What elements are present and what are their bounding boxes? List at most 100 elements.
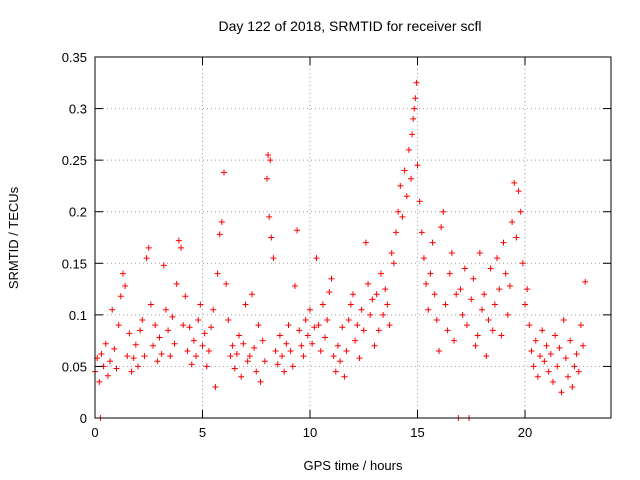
data-point: [431, 291, 438, 298]
data-point: [132, 341, 139, 348]
data-point: [279, 353, 286, 360]
data-point: [296, 327, 303, 334]
data-point: [358, 306, 365, 313]
data-point: [496, 286, 503, 293]
data-point: [580, 342, 587, 349]
data-point: [147, 301, 154, 308]
data-point: [545, 368, 552, 375]
data-point: [167, 353, 174, 360]
data-point: [225, 317, 232, 324]
data-point: [300, 353, 307, 360]
data-point: [265, 151, 272, 158]
data-point: [558, 389, 565, 396]
data-point: [365, 280, 372, 287]
data-point: [261, 358, 268, 365]
data-point: [274, 361, 281, 368]
data-point: [409, 131, 416, 138]
data-point: [96, 378, 103, 385]
data-point: [463, 322, 470, 329]
data-point: [184, 347, 191, 354]
data-point: [255, 322, 262, 329]
data-point: [115, 322, 122, 329]
data-point: [577, 322, 584, 329]
data-point: [345, 317, 352, 324]
data-point: [332, 368, 339, 375]
data-point: [294, 227, 301, 234]
data-point: [259, 337, 266, 344]
y-axis-label: SRMTID / TECUs: [6, 186, 21, 289]
data-point: [530, 363, 537, 370]
y-tick-label: 0.1: [69, 308, 87, 323]
data-point: [519, 260, 526, 267]
data-point: [556, 344, 563, 351]
data-point: [494, 255, 501, 262]
x-axis-label: GPS time / hours: [304, 458, 403, 473]
data-point: [468, 296, 475, 303]
y-tick-label: 0.15: [62, 256, 87, 271]
y-tick-label: 0: [80, 411, 87, 426]
data-point: [481, 291, 488, 298]
data-point: [291, 282, 298, 289]
data-point: [212, 384, 219, 391]
data-point: [537, 353, 544, 360]
data-point: [188, 361, 195, 368]
data-point: [444, 327, 451, 334]
data-point: [418, 229, 425, 236]
data-point: [395, 208, 402, 215]
data-point: [479, 306, 485, 313]
data-point: [244, 358, 251, 365]
data-point: [502, 270, 509, 277]
data-point: [399, 213, 406, 220]
data-point: [498, 332, 505, 339]
data-point: [242, 301, 249, 308]
data-point: [411, 105, 418, 112]
data-point: [165, 327, 172, 334]
data-point: [442, 301, 449, 308]
data-point: [287, 347, 294, 354]
data-point: [270, 255, 277, 262]
data-point: [526, 322, 533, 329]
x-tick-label: 20: [518, 425, 532, 440]
data-point: [158, 351, 165, 358]
data-point: [313, 255, 320, 262]
data-point: [122, 282, 129, 289]
data-point: [500, 239, 507, 246]
data-point: [459, 311, 466, 318]
data-points: [92, 79, 589, 421]
data-point: [324, 317, 331, 324]
data-point: [380, 311, 387, 318]
data-point: [218, 219, 225, 226]
data-point: [272, 347, 279, 354]
data-point: [356, 355, 363, 362]
data-point: [350, 291, 356, 298]
data-point: [186, 324, 193, 331]
data-point: [534, 373, 541, 380]
x-tick-label: 10: [303, 425, 317, 440]
data-point: [384, 301, 391, 308]
data-point: [208, 324, 215, 331]
data-point: [326, 289, 333, 296]
data-point: [412, 95, 419, 102]
data-point: [251, 344, 258, 351]
data-point: [504, 311, 511, 318]
data-point: [470, 275, 477, 282]
grid-lines: [95, 57, 611, 418]
data-point: [401, 167, 408, 174]
data-point: [472, 342, 479, 349]
data-point: [571, 363, 578, 370]
data-point: [483, 353, 490, 360]
data-point: [487, 265, 494, 272]
data-point: [511, 179, 518, 186]
chart-title: Day 122 of 2018, SRMTID for receiver scf…: [219, 18, 482, 34]
data-point: [319, 301, 326, 308]
data-point: [152, 322, 159, 329]
data-point: [386, 322, 393, 329]
data-point: [474, 332, 481, 339]
data-point: [436, 347, 442, 354]
data-point: [107, 358, 114, 365]
data-point: [276, 332, 283, 339]
y-tick-label: 0.05: [62, 359, 87, 374]
data-point: [347, 301, 354, 308]
data-point: [524, 286, 531, 293]
